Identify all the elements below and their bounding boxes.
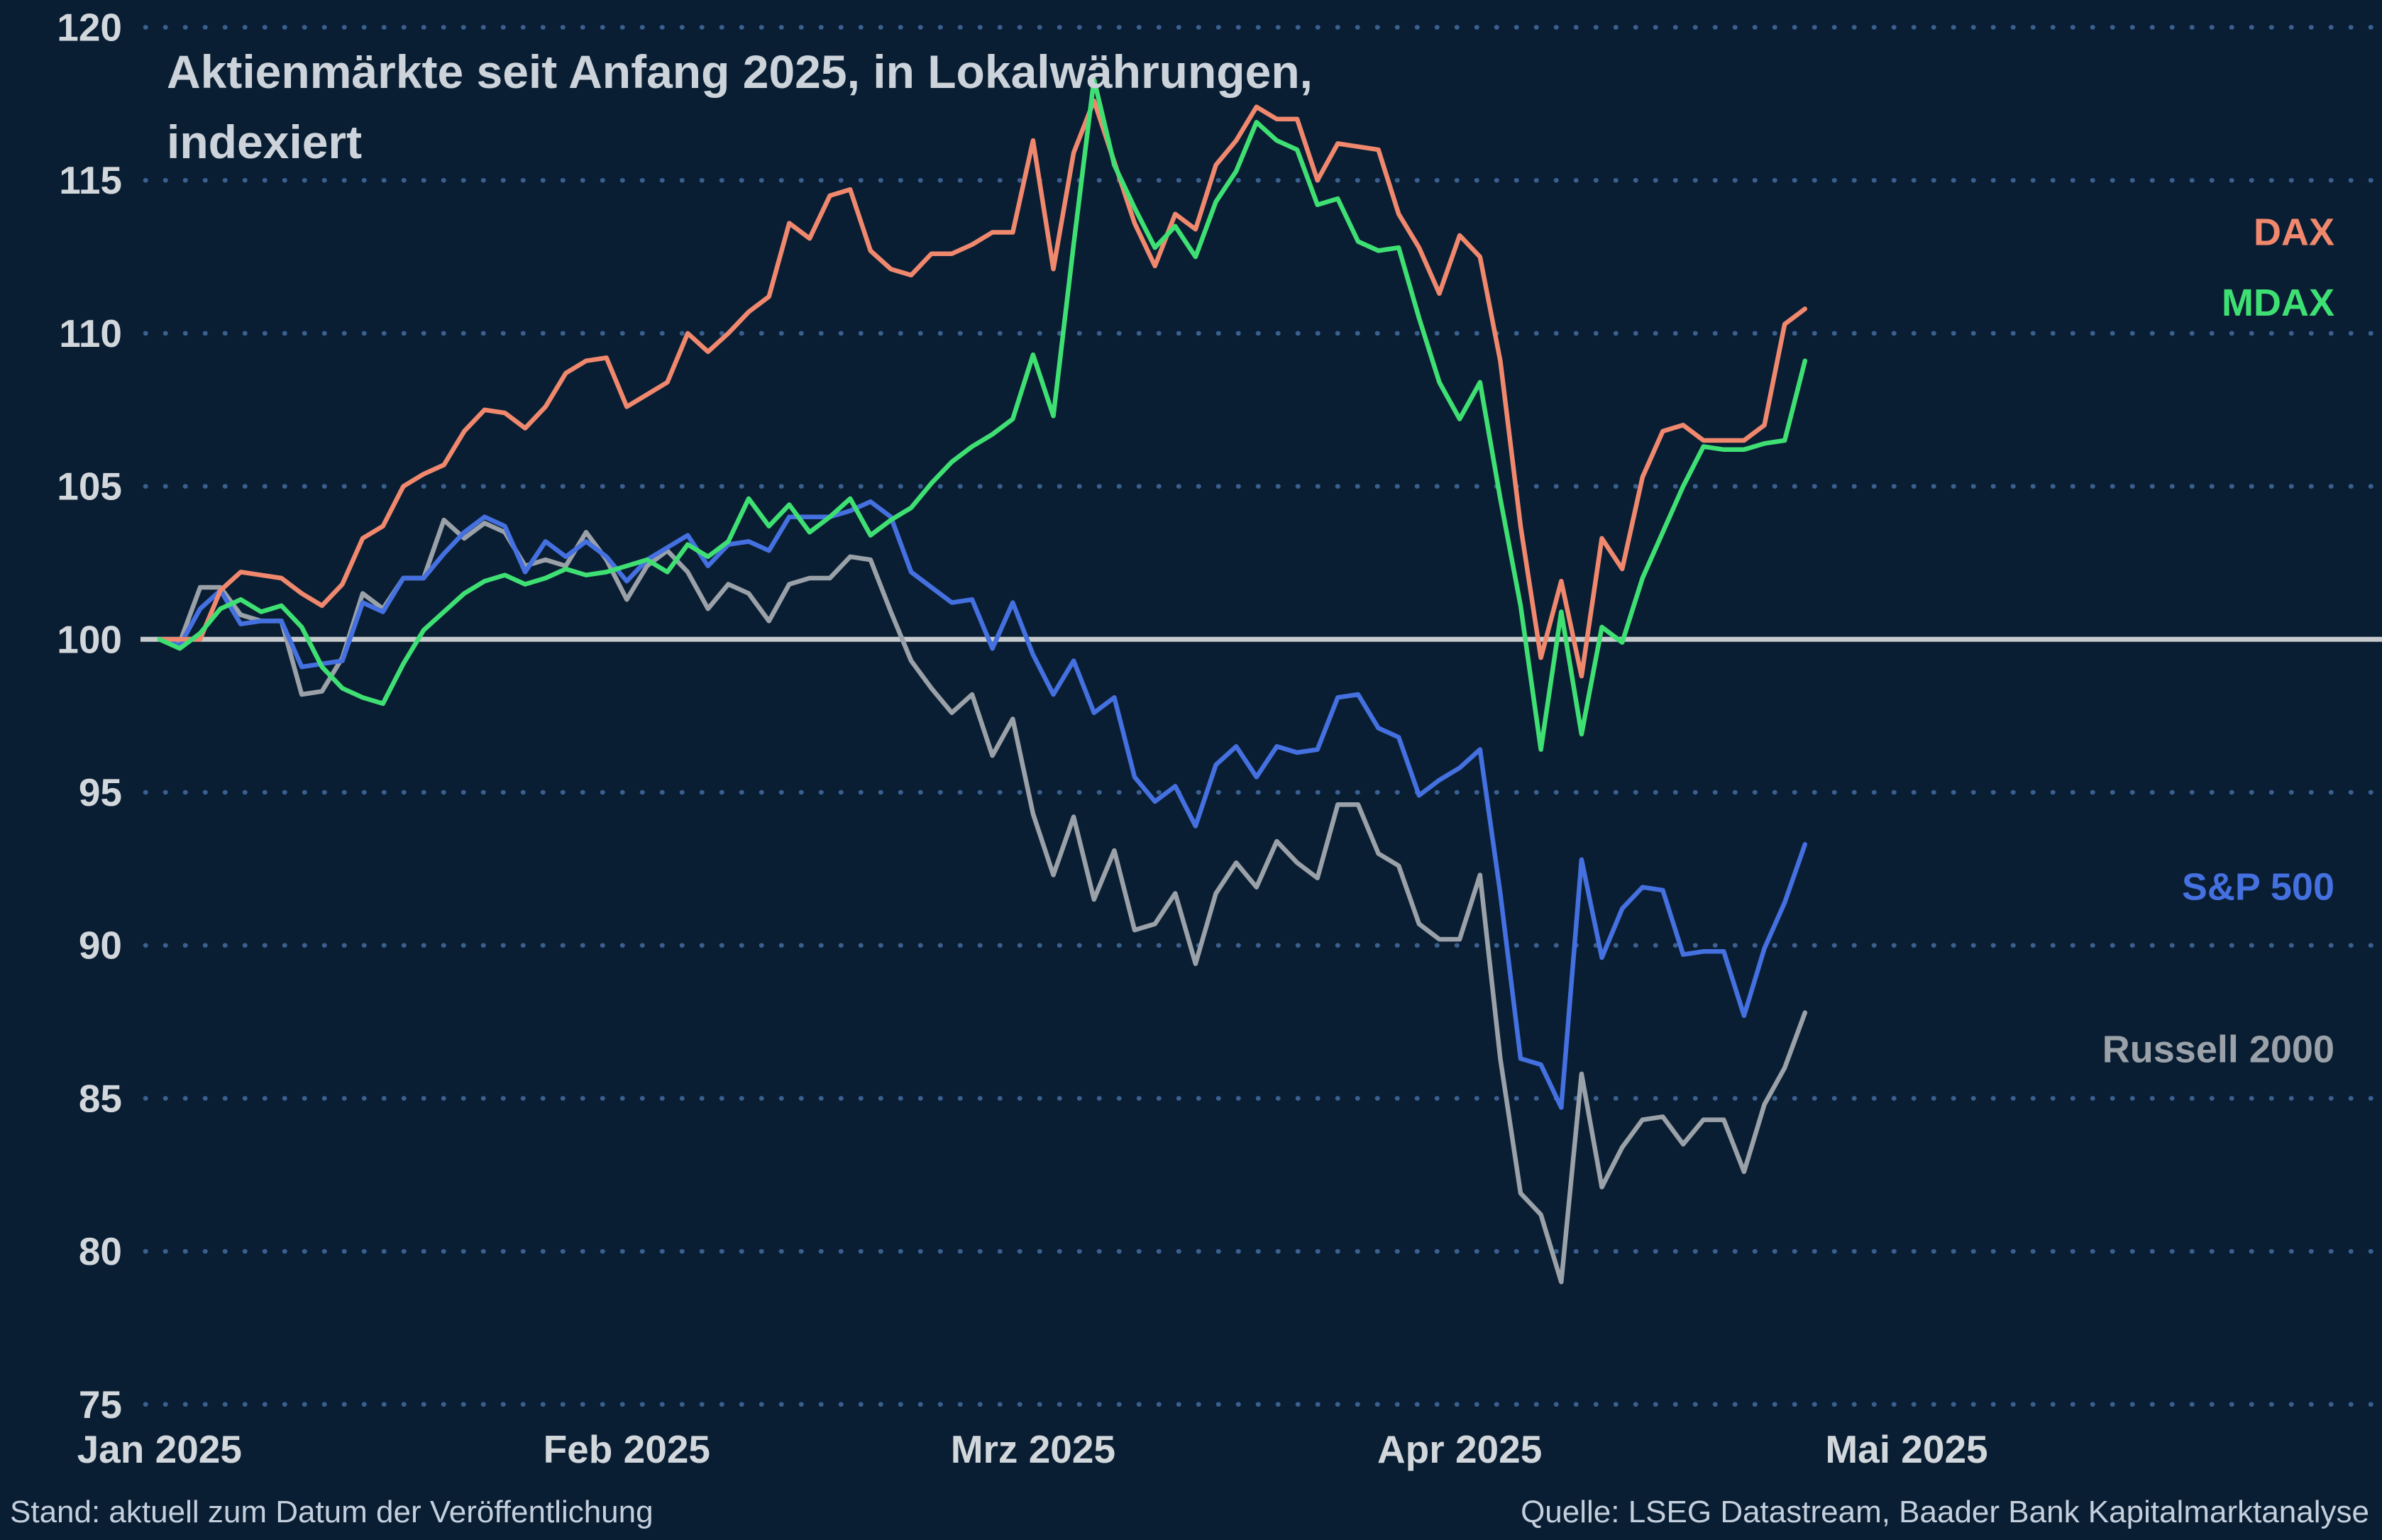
x-tick-label-mai-2025: Mai 2025: [1825, 1427, 1987, 1471]
x-tick-label-mrz-2025: Mrz 2025: [951, 1427, 1115, 1471]
y-tick-label-80: 80: [79, 1229, 122, 1273]
y-tick-label-105: 105: [57, 465, 122, 509]
legend-label-dax: DAX: [2254, 211, 2334, 254]
chart-title-line-1: Aktienmärkte seit Anfang 2025, in Lokalw…: [167, 45, 1313, 98]
legend-label-mdax: MDAX: [2222, 282, 2334, 324]
y-tick-label-75: 75: [79, 1383, 122, 1427]
chart-title: Aktienmärkte seit Anfang 2025, in Lokalw…: [167, 37, 1515, 177]
x-tick-label-jan-2025: Jan 2025: [77, 1427, 242, 1471]
legend-label-russell-2000: Russell 2000: [2102, 1028, 2334, 1070]
series-line-dax: [157, 98, 1808, 679]
footnote-quelle: Quelle: LSEG Datastream, Baader Bank Kap…: [1521, 1495, 2369, 1529]
series-line-russell-2000: [157, 517, 1808, 1285]
footnote-stand: Stand: aktuell zum Datum der Veröffentli…: [10, 1495, 654, 1529]
series-line-s-p-500: [157, 499, 1808, 1110]
y-tick-label-100: 100: [57, 617, 122, 661]
y-tick-label-120: 120: [57, 6, 122, 50]
y-tick-label-110: 110: [59, 311, 122, 355]
y-tick-label-115: 115: [59, 158, 122, 202]
legend-label-s-p-500: S&P 500: [2182, 866, 2334, 909]
x-tick-label-apr-2025: Apr 2025: [1377, 1427, 1542, 1471]
series-line-mdax: [157, 77, 1808, 752]
chart-title-line-2: indexiert: [167, 116, 363, 168]
y-tick-label-95: 95: [79, 770, 122, 814]
x-tick-label-feb-2025: Feb 2025: [544, 1427, 710, 1471]
y-tick-label-90: 90: [79, 924, 122, 968]
y-tick-label-85: 85: [79, 1076, 122, 1120]
